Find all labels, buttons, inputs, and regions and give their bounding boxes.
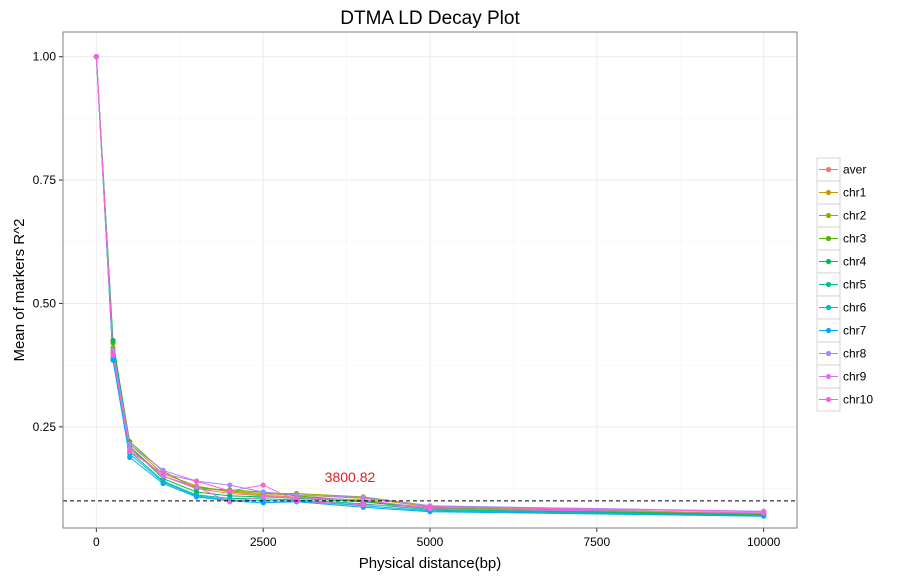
legend-point-chr9 (825, 373, 832, 380)
legend-label-aver: aver (843, 163, 866, 177)
data-point-chr8 (260, 489, 266, 495)
legend-label-chr9: chr9 (843, 370, 867, 384)
data-point-chr7 (110, 357, 116, 363)
legend: aver chr1 chr2 chr3 chr4 chr5 chr6 chr7 chr8 chr9… (816, 157, 873, 412)
data-point-chr8 (227, 482, 233, 488)
data-point-chr10 (761, 509, 767, 515)
legend-point-chr7 (825, 327, 832, 334)
data-point-chr9 (227, 499, 233, 505)
legend-label-chr2: chr2 (843, 209, 867, 223)
legend-label-chr5: chr5 (843, 278, 867, 292)
data-point-chr7 (193, 494, 200, 500)
data-point-chr7 (160, 480, 166, 487)
x-tick-label: 7500 (583, 535, 610, 549)
legend-point-chr8 (825, 350, 832, 357)
chart-title: DTMA LD Decay Plot (340, 8, 520, 29)
legend-label-chr6: chr6 (843, 301, 867, 315)
y-tick-label: 0.50 (33, 296, 57, 310)
plot-area: 0 2500 5000 7500 10000 0.25 0.50 0.75 1.00 3800.8… (33, 31, 798, 549)
data-point-chr10 (227, 488, 233, 494)
data-point-chr9 (360, 497, 366, 503)
data-point-chr7 (260, 500, 266, 506)
legend-point-aver (825, 166, 832, 173)
x-tick-label: 10000 (747, 535, 781, 549)
legend-point-chr10 (825, 396, 832, 403)
data-point-chr9 (193, 484, 200, 490)
legend-label-chr1: chr1 (843, 186, 867, 200)
legend-label-chr7: chr7 (843, 324, 867, 338)
y-axis-label: Mean of markers R^2 (11, 219, 28, 362)
legend-point-chr2 (825, 212, 832, 219)
legend-label-chr10: chr10 (843, 393, 873, 407)
x-tick-label: 5000 (417, 535, 444, 549)
data-point-chr10 (360, 502, 366, 508)
x-tick-label: 0 (93, 535, 100, 549)
legend-label-chr8: chr8 (843, 347, 867, 361)
legend-label-chr4: chr4 (843, 255, 867, 269)
legend-point-chr1 (825, 189, 832, 196)
panel-border (62, 31, 798, 529)
legend-point-chr4 (825, 258, 832, 265)
data-point-chr10 (160, 471, 166, 477)
data-point-chr10 (193, 478, 200, 484)
legend-point-chr5 (825, 281, 832, 288)
data-point-chr10 (260, 482, 266, 488)
data-point-chr8 (127, 441, 133, 447)
data-point-chr4 (110, 337, 116, 344)
data-point-chr10 (110, 350, 116, 356)
data-point-chr9 (260, 494, 266, 500)
legend-point-chr6 (825, 304, 832, 311)
y-tick-label: 0.25 (33, 420, 57, 434)
legend-point-chr3 (825, 235, 832, 242)
y-tick-label: 1.00 (33, 50, 57, 64)
data-point-chr10 (93, 54, 99, 60)
x-tick-label: 2500 (250, 535, 277, 549)
ld-decay-distance-annotation: 3800.82 (325, 469, 376, 485)
legend-label-chr3: chr3 (843, 232, 867, 246)
data-point-chr10 (427, 504, 433, 510)
data-point-chr10 (127, 448, 133, 455)
x-axis-label: Physical distance(bp) (359, 555, 502, 572)
y-tick-label: 0.75 (33, 173, 57, 187)
y-axis-label-text: Mean of markers R^2 (11, 219, 28, 362)
data-point-chr7 (127, 454, 133, 461)
